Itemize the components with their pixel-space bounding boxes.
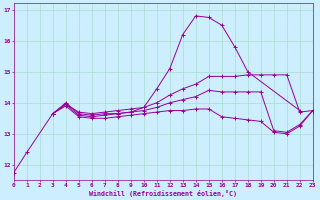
X-axis label: Windchill (Refroidissement éolien,°C): Windchill (Refroidissement éolien,°C) [89,190,237,197]
